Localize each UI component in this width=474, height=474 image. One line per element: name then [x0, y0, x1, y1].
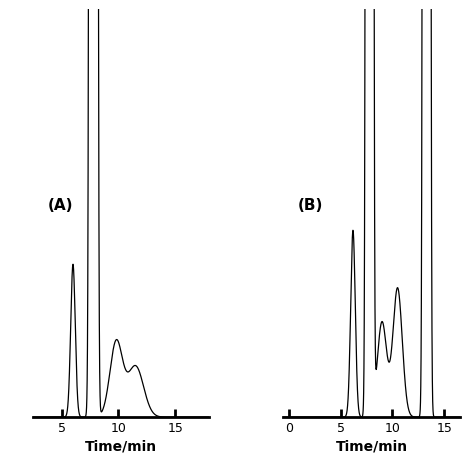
- Text: (B): (B): [298, 198, 323, 213]
- Text: (A): (A): [47, 198, 73, 213]
- X-axis label: Time/min: Time/min: [336, 439, 408, 453]
- X-axis label: Time/min: Time/min: [85, 439, 157, 453]
